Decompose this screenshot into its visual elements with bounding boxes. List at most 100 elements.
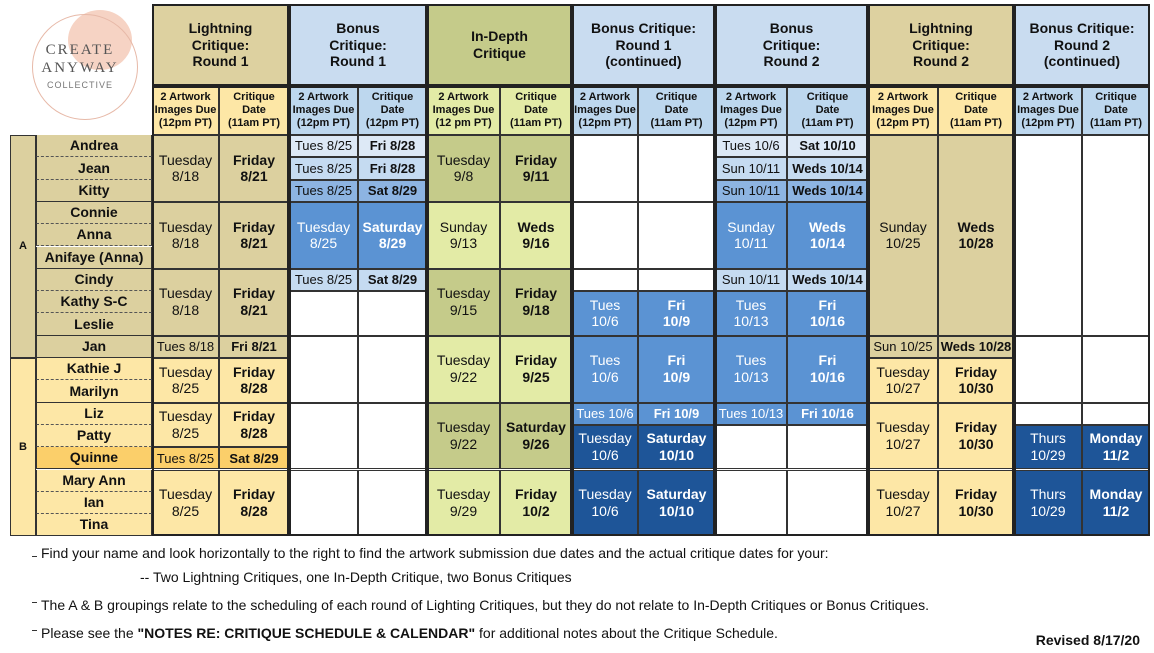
due-date: Sun 10/11 [715, 157, 787, 180]
empty-cell [715, 424, 787, 470]
column-header: 2 Artwork Images Due (12pm PT) [1014, 86, 1082, 135]
person-name: Connie [36, 201, 152, 225]
empty-cell [638, 201, 715, 269]
section-title: Bonus Critique: Round 2 (continued) [1014, 4, 1150, 86]
person-name: Mary Ann [36, 469, 152, 492]
critique-date: Friday 9/25 [500, 335, 572, 403]
due-date: Thurs 10/29 [1014, 424, 1082, 470]
critique-date: Monday 11/2 [1082, 469, 1150, 537]
revised: Revised 8/17/20 [1035, 632, 1140, 648]
due-date: Sun 10/11 [715, 179, 787, 202]
person-name: Andrea [36, 135, 152, 158]
person-name: Kathy S-C [36, 291, 152, 314]
empty-cell [289, 291, 358, 336]
person-name: Kathie J [36, 358, 152, 381]
section-title: Bonus Critique: Round 2 [715, 4, 868, 86]
critique-date: Fri 10/16 [787, 335, 868, 403]
bullet [32, 556, 37, 557]
section-title: Lightning Critique: Round 1 [152, 4, 289, 86]
person-name: Cindy [36, 268, 152, 292]
group-label: A [10, 135, 36, 358]
due-date: Tuesday 8/25 [152, 402, 219, 448]
note-text: for additional notes about the Critique … [475, 625, 778, 641]
critique-date: Friday 10/30 [938, 469, 1014, 537]
due-date: Tues 10/13 [715, 402, 787, 425]
due-date: Tues 10/13 [715, 335, 787, 403]
due-date: Tuesday 9/22 [427, 335, 500, 403]
empty-cell [715, 469, 787, 537]
due-date: Tuesday 10/27 [868, 358, 938, 403]
person-name: Ian [36, 491, 152, 515]
due-date: Tuesday 8/18 [152, 201, 219, 269]
empty-cell [572, 135, 638, 202]
critique-date: Friday 9/11 [500, 135, 572, 202]
column-header: 2 Artwork Images Due (12pm PT) [289, 86, 358, 135]
empty-cell [289, 402, 358, 470]
critique-date: Weds 10/14 [787, 157, 868, 180]
person-name: Anna [36, 224, 152, 247]
empty-cell [638, 135, 715, 202]
section-outline [715, 86, 868, 537]
person-name: Marilyn [36, 380, 152, 403]
column-header: Critique Date (11am PT) [500, 86, 572, 135]
logo: CREATE ANYWAY COLLECTIVE [12, 8, 148, 126]
due-date: Tuesday 8/25 [152, 469, 219, 537]
critique-date: Saturday 10/10 [638, 424, 715, 470]
logo-line: COLLECTIVE [46, 80, 114, 90]
empty-cell [787, 469, 868, 537]
note: -- Two Lightning Critiques, one In-Depth… [140, 569, 572, 585]
critique-date: Saturday 8/29 [358, 201, 427, 269]
critique-date: Sat 8/29 [358, 179, 427, 202]
section-outline [152, 86, 289, 537]
critique-date: Monday 11/2 [1082, 424, 1150, 470]
due-date: Tuesday 10/27 [868, 469, 938, 537]
due-date: Tuesday 8/25 [152, 358, 219, 403]
logo-circle [32, 14, 138, 120]
due-date: Tues 10/6 [715, 135, 787, 158]
due-date: Tuesday 8/25 [289, 201, 358, 269]
column-header: Critique Date (11am PT) [1082, 86, 1150, 135]
due-date: Tues 10/6 [572, 402, 638, 425]
critique-date: Weds 10/14 [787, 268, 868, 292]
empty-cell [1082, 135, 1150, 336]
due-date: Tuesday 9/22 [427, 402, 500, 470]
due-date: Thurs 10/29 [1014, 469, 1082, 537]
note: Please see the "NOTES RE: CRITIQUE SCHED… [41, 625, 778, 641]
person-name: Kitty [36, 179, 152, 202]
column-header: 2 Artwork Images Due (12pm PT) [868, 86, 938, 135]
critique-date: Friday 9/18 [500, 268, 572, 336]
critique-date: Fri 8/28 [358, 135, 427, 158]
section-outline [289, 86, 427, 537]
critique-date: Weds 10/14 [787, 201, 868, 269]
empty-cell [787, 424, 868, 470]
critique-date: Saturday 9/26 [500, 402, 572, 470]
person-name: Leslie [36, 313, 152, 336]
empty-cell [572, 201, 638, 269]
due-date: Tues 10/6 [572, 291, 638, 336]
critique-date: Friday 8/21 [219, 201, 289, 269]
person-name: Patty [36, 424, 152, 448]
critique-date: Sat 8/29 [219, 447, 289, 470]
section-title: In-Depth Critique [427, 4, 572, 86]
note: The A & B groupings relate to the schedu… [41, 597, 929, 613]
note-text: Please see the [41, 625, 138, 641]
due-date: Tuesday 9/8 [427, 135, 500, 202]
person-name: Quinne [36, 447, 152, 470]
note: Find your name and look horizontally to … [41, 545, 829, 561]
note-bold: "NOTES RE: CRITIQUE SCHEDULE & CALENDAR" [137, 625, 476, 641]
due-date: Tuesday 8/18 [152, 135, 219, 202]
critique-date: Weds 10/28 [938, 335, 1014, 358]
section-title: Bonus Critique: Round 1 (continued) [572, 4, 715, 86]
section-outline [868, 86, 1014, 537]
critique-date: Weds 10/14 [787, 179, 868, 202]
column-header: Critique Date (12pm PT) [358, 86, 427, 135]
critique-date: Friday 8/21 [219, 135, 289, 202]
due-date: Tues 10/13 [715, 291, 787, 336]
person-name: Tina [36, 514, 152, 537]
critique-date: Fri 8/21 [219, 335, 289, 358]
bullet [32, 602, 37, 603]
critique-date: Fri 10/9 [638, 291, 715, 336]
person-name: Anifaye (Anna) [36, 246, 152, 269]
critique-date: Friday 8/28 [219, 402, 289, 448]
critique-date: Friday 10/30 [938, 402, 1014, 470]
